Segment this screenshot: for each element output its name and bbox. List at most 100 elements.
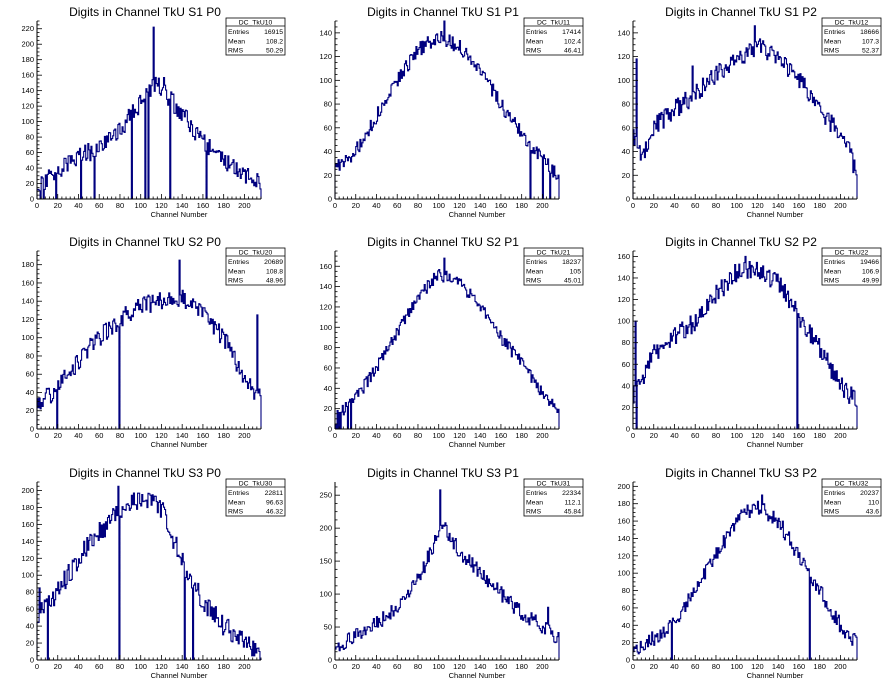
stats-name: DC_TkU20 xyxy=(239,250,273,257)
stats-box-frame xyxy=(821,478,882,517)
y-tick-label: 60 xyxy=(622,603,630,612)
x-tick-label: 120 xyxy=(751,662,764,671)
y-tick-label: 160 xyxy=(319,262,332,271)
y-tick-label: 180 xyxy=(21,260,34,269)
y-tick-label: 160 xyxy=(617,517,630,526)
x-tick-label: 60 xyxy=(691,431,699,440)
x-tick-label: 200 xyxy=(536,662,549,671)
x-tick-label: 140 xyxy=(176,431,189,440)
x-tick-label: 140 xyxy=(772,431,785,440)
y-tick-label: 0 xyxy=(30,425,34,434)
stats-label-rms: RMS xyxy=(824,48,840,55)
y-tick-label: 20 xyxy=(26,639,34,648)
y-tick-label: 100 xyxy=(21,117,34,126)
y-tick-label: 80 xyxy=(622,586,630,595)
stats-label-rms: RMS xyxy=(228,278,244,285)
x-tick-label: 140 xyxy=(474,662,487,671)
x-tick-label: 0 xyxy=(631,201,635,210)
stats-value-entries: 18237 xyxy=(562,259,581,266)
stats-label-mean: Mean xyxy=(526,499,543,506)
stats-value-mean: 108.8 xyxy=(266,268,283,275)
y-tick-label: 0 xyxy=(30,195,34,204)
stats-label-mean: Mean xyxy=(228,268,245,275)
stats-value-mean: 106.9 xyxy=(862,268,879,275)
x-tick-label: 20 xyxy=(54,201,62,210)
y-tick-label: 80 xyxy=(26,588,34,597)
stats-value-entries: 22811 xyxy=(265,490,284,497)
stats-label-entries: Entries xyxy=(526,490,548,497)
y-tick-label: 0 xyxy=(328,425,332,434)
stats-label-mean: Mean xyxy=(228,499,245,506)
y-tick-label: 140 xyxy=(617,273,630,282)
stats-label-entries: Entries xyxy=(824,490,846,497)
x-tick-label: 0 xyxy=(333,201,337,210)
y-tick-label: 60 xyxy=(26,605,34,614)
chart-title: Digits in Channel TkU S2 P0 xyxy=(69,235,221,249)
y-tick-label: 60 xyxy=(324,123,332,132)
stats-label-mean: Mean xyxy=(824,268,841,275)
x-tick-label: 40 xyxy=(670,662,678,671)
y-tick-label: 160 xyxy=(21,278,34,287)
stats-label-entries: Entries xyxy=(228,29,250,36)
stats-box-frame xyxy=(225,17,286,56)
y-tick-label: 140 xyxy=(319,282,332,291)
x-tick-label: 120 xyxy=(453,662,466,671)
stats-name: DC_TkU31 xyxy=(537,481,571,488)
y-tick-label: 100 xyxy=(21,571,34,580)
stats-value-rms: 52.37 xyxy=(862,48,879,55)
y-tick-label: 40 xyxy=(324,384,332,393)
stats-label-rms: RMS xyxy=(526,48,542,55)
chart-title: Digits in Channel TkU S2 P1 xyxy=(367,235,519,249)
x-tick-label: 160 xyxy=(495,662,508,671)
stats-value-entries: 18666 xyxy=(860,29,879,36)
x-tick-label: 120 xyxy=(453,201,466,210)
stats-box: DC_TkU21 Entries 18237 Mean 105 RMS 45.01 xyxy=(523,247,584,286)
x-tick-label: 40 xyxy=(372,662,380,671)
y-tick-label: 40 xyxy=(26,164,34,173)
y-tick-label: 60 xyxy=(622,123,630,132)
x-tick-label: 140 xyxy=(474,431,487,440)
y-tick-label: 120 xyxy=(21,102,34,111)
y-tick-label: 0 xyxy=(626,195,630,204)
x-tick-label: 140 xyxy=(772,201,785,210)
x-tick-label: 20 xyxy=(650,662,658,671)
y-tick-label: 200 xyxy=(319,524,332,533)
x-tick-label: 40 xyxy=(74,201,82,210)
chart-panel-1: Digits in Channel TkU S1 P0 0 20 40 60 80 100 1… xyxy=(21,5,286,219)
x-tick-label: 20 xyxy=(352,662,360,671)
stats-label-mean: Mean xyxy=(824,499,841,506)
chart-title: Digits in Channel TkU S3 P0 xyxy=(69,466,221,480)
chart-panel-7: Digits in Channel TkU S3 P0 0 20 40 60 80 100 1… xyxy=(21,466,286,680)
y-tick-label: 100 xyxy=(319,590,332,599)
x-tick-label: 200 xyxy=(834,662,847,671)
stats-value-rms: 50.29 xyxy=(266,48,283,55)
y-tick-label: 120 xyxy=(617,52,630,61)
x-tick-label: 200 xyxy=(536,431,549,440)
stats-value-mean: 102.4 xyxy=(564,38,581,45)
y-tick-label: 80 xyxy=(622,100,630,109)
stats-label-rms: RMS xyxy=(228,48,244,55)
y-tick-label: 140 xyxy=(617,28,630,37)
x-tick-label: 0 xyxy=(35,431,39,440)
x-tick-label: 80 xyxy=(116,201,124,210)
x-tick-label: 80 xyxy=(712,431,720,440)
stats-value-entries: 17414 xyxy=(562,29,581,36)
x-tick-label: 80 xyxy=(712,662,720,671)
x-tick-label: 60 xyxy=(691,201,699,210)
x-tick-label: 100 xyxy=(134,431,147,440)
y-tick-label: 80 xyxy=(26,133,34,142)
histogram-line xyxy=(632,494,858,661)
y-tick-label: 60 xyxy=(26,148,34,157)
histogram-line xyxy=(334,489,560,660)
chart-title: Digits in Channel TkU S1 P1 xyxy=(367,5,519,19)
x-tick-label: 80 xyxy=(116,431,124,440)
stats-value-mean: 105 xyxy=(570,268,582,275)
histogram-line xyxy=(632,255,858,430)
x-tick-label: 20 xyxy=(352,201,360,210)
chart-panel-4: Digits in Channel TkU S2 P0 0 20 40 60 80 100 1… xyxy=(21,235,286,449)
stats-value-entries: 22334 xyxy=(562,490,581,497)
histogram-line xyxy=(334,20,560,200)
y-tick-label: 80 xyxy=(324,343,332,352)
x-tick-label: 120 xyxy=(751,431,764,440)
x-tick-label: 180 xyxy=(813,662,826,671)
